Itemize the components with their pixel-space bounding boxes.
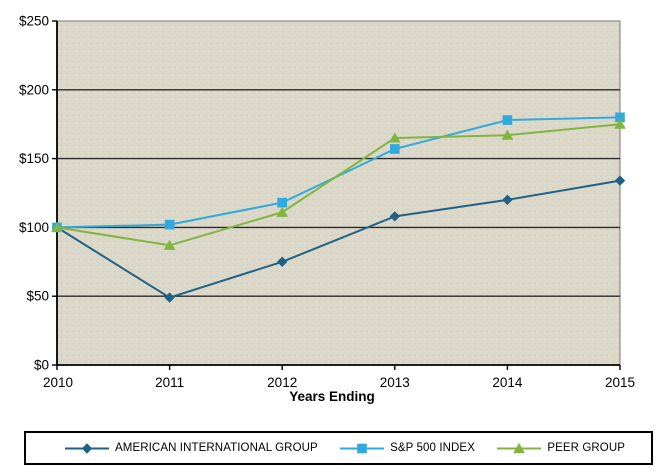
diamond-marker-icon bbox=[389, 211, 400, 222]
plot-area: $0 $50 $100 $150 $200 $250 2010 2011 2012 2013 201… bbox=[19, 14, 635, 391]
triangle-marker-icon bbox=[276, 206, 288, 217]
square-marker-icon bbox=[615, 112, 625, 123]
sp500-square-line-icon bbox=[339, 442, 385, 455]
triangle-marker-icon bbox=[501, 129, 514, 140]
square-marker-icon bbox=[164, 219, 175, 230]
square-marker-icon bbox=[357, 443, 367, 453]
legend-box: AMERICAN INTERNATIONAL GROUP S&P 500 IND… bbox=[24, 431, 653, 465]
peer-triangle-line-icon bbox=[496, 442, 542, 455]
plot-background bbox=[56, 20, 621, 366]
y-tick-label: $250 bbox=[19, 14, 49, 29]
legend-label-peer: PEER GROUP bbox=[547, 442, 625, 454]
x-tick-label: 2012 bbox=[267, 375, 297, 390]
y-tick-label: $200 bbox=[19, 82, 49, 97]
y-tick-label: $0 bbox=[34, 358, 49, 373]
diamond-marker-icon bbox=[164, 292, 175, 303]
legend-item-peer-group: PEER GROUP bbox=[496, 442, 625, 455]
square-marker-icon bbox=[502, 115, 513, 125]
chart-canvas: $0 $50 $100 $150 $200 $250 2010 2011 2012 2013 201… bbox=[19, 14, 635, 405]
diamond-marker-icon bbox=[81, 442, 93, 454]
x-tick-label: 2014 bbox=[492, 375, 523, 390]
x-tick-label: 2015 bbox=[605, 375, 635, 390]
series-line bbox=[56, 179, 621, 299]
y-tick-label: $150 bbox=[19, 151, 49, 166]
triangle-marker-icon bbox=[513, 442, 526, 453]
triangle-marker-icon bbox=[389, 132, 401, 143]
y-tick-label: $50 bbox=[26, 289, 49, 304]
legend-item-american-international-group: AMERICAN INTERNATIONAL GROUP bbox=[64, 442, 318, 455]
series-line bbox=[56, 123, 621, 247]
x-tick-label: 2011 bbox=[155, 375, 184, 390]
diamond-marker-icon bbox=[277, 256, 288, 267]
triangle-marker-icon bbox=[614, 118, 626, 129]
x-tick-label: 2013 bbox=[380, 375, 410, 390]
square-marker-icon bbox=[390, 144, 400, 154]
diamond-marker-icon bbox=[614, 175, 626, 186]
triangle-marker-icon bbox=[163, 239, 176, 250]
square-marker-icon bbox=[277, 197, 287, 208]
x-tick-label: 2010 bbox=[43, 375, 73, 390]
y-tick-label: $100 bbox=[19, 220, 49, 235]
diamond-marker-icon bbox=[502, 194, 513, 206]
legend-label-sp500: S&P 500 INDEX bbox=[390, 442, 475, 454]
x-axis-title: Years Ending bbox=[289, 389, 375, 404]
legend-label-aig: AMERICAN INTERNATIONAL GROUP bbox=[115, 442, 318, 454]
triangle-marker-icon bbox=[51, 221, 63, 232]
legend-item-sp500-index: S&P 500 INDEX bbox=[339, 442, 475, 455]
aig-diamond-line-icon bbox=[64, 442, 110, 455]
